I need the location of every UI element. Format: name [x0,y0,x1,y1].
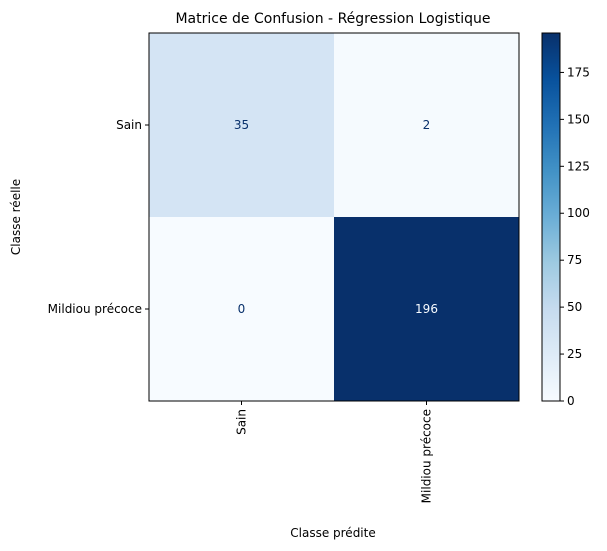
y-tick-label: Sain [116,118,142,132]
x-axis-ticks: Sain Mildiou précoce [235,401,434,503]
cell-value-label: 2 [423,118,431,132]
chart-title: Matrice de Confusion - Régression Logist… [175,11,490,27]
heatmap-cell [149,217,334,401]
colorbar-tick-label: 50 [567,300,582,314]
colorbar-tick-label: 0 [567,394,575,408]
cell-value-label: 196 [415,302,438,316]
x-tick-label: Sain [235,409,249,435]
heatmap-cell [334,33,519,217]
y-axis-label: Classe réelle [9,179,23,255]
heatmap-cell [149,33,334,217]
colorbar-tick-label: 25 [567,347,582,361]
colorbar-tick-label: 150 [567,112,590,126]
colorbar-tick-label: 100 [567,206,590,220]
heatmap-cells: 35 2 0 196 [149,33,519,401]
colorbar-ticks: 0 25 50 75 100 125 150 175 [560,65,590,408]
y-tick-label: Mildiou précoce [48,302,142,316]
colorbar-tick-label: 125 [567,159,590,173]
colorbar-tick-label: 175 [567,65,590,79]
colorbar [541,32,561,402]
y-axis-ticks: Sain Mildiou précoce [48,118,149,316]
cell-value-label: 35 [234,118,249,132]
colorbar-tick-label: 75 [567,253,582,267]
x-tick-label: Mildiou précoce [420,409,434,503]
cell-value-label: 0 [238,302,246,316]
plot-frame [148,32,520,402]
x-axis-label: Classe prédite [290,526,375,540]
heatmap-cell [334,217,519,401]
